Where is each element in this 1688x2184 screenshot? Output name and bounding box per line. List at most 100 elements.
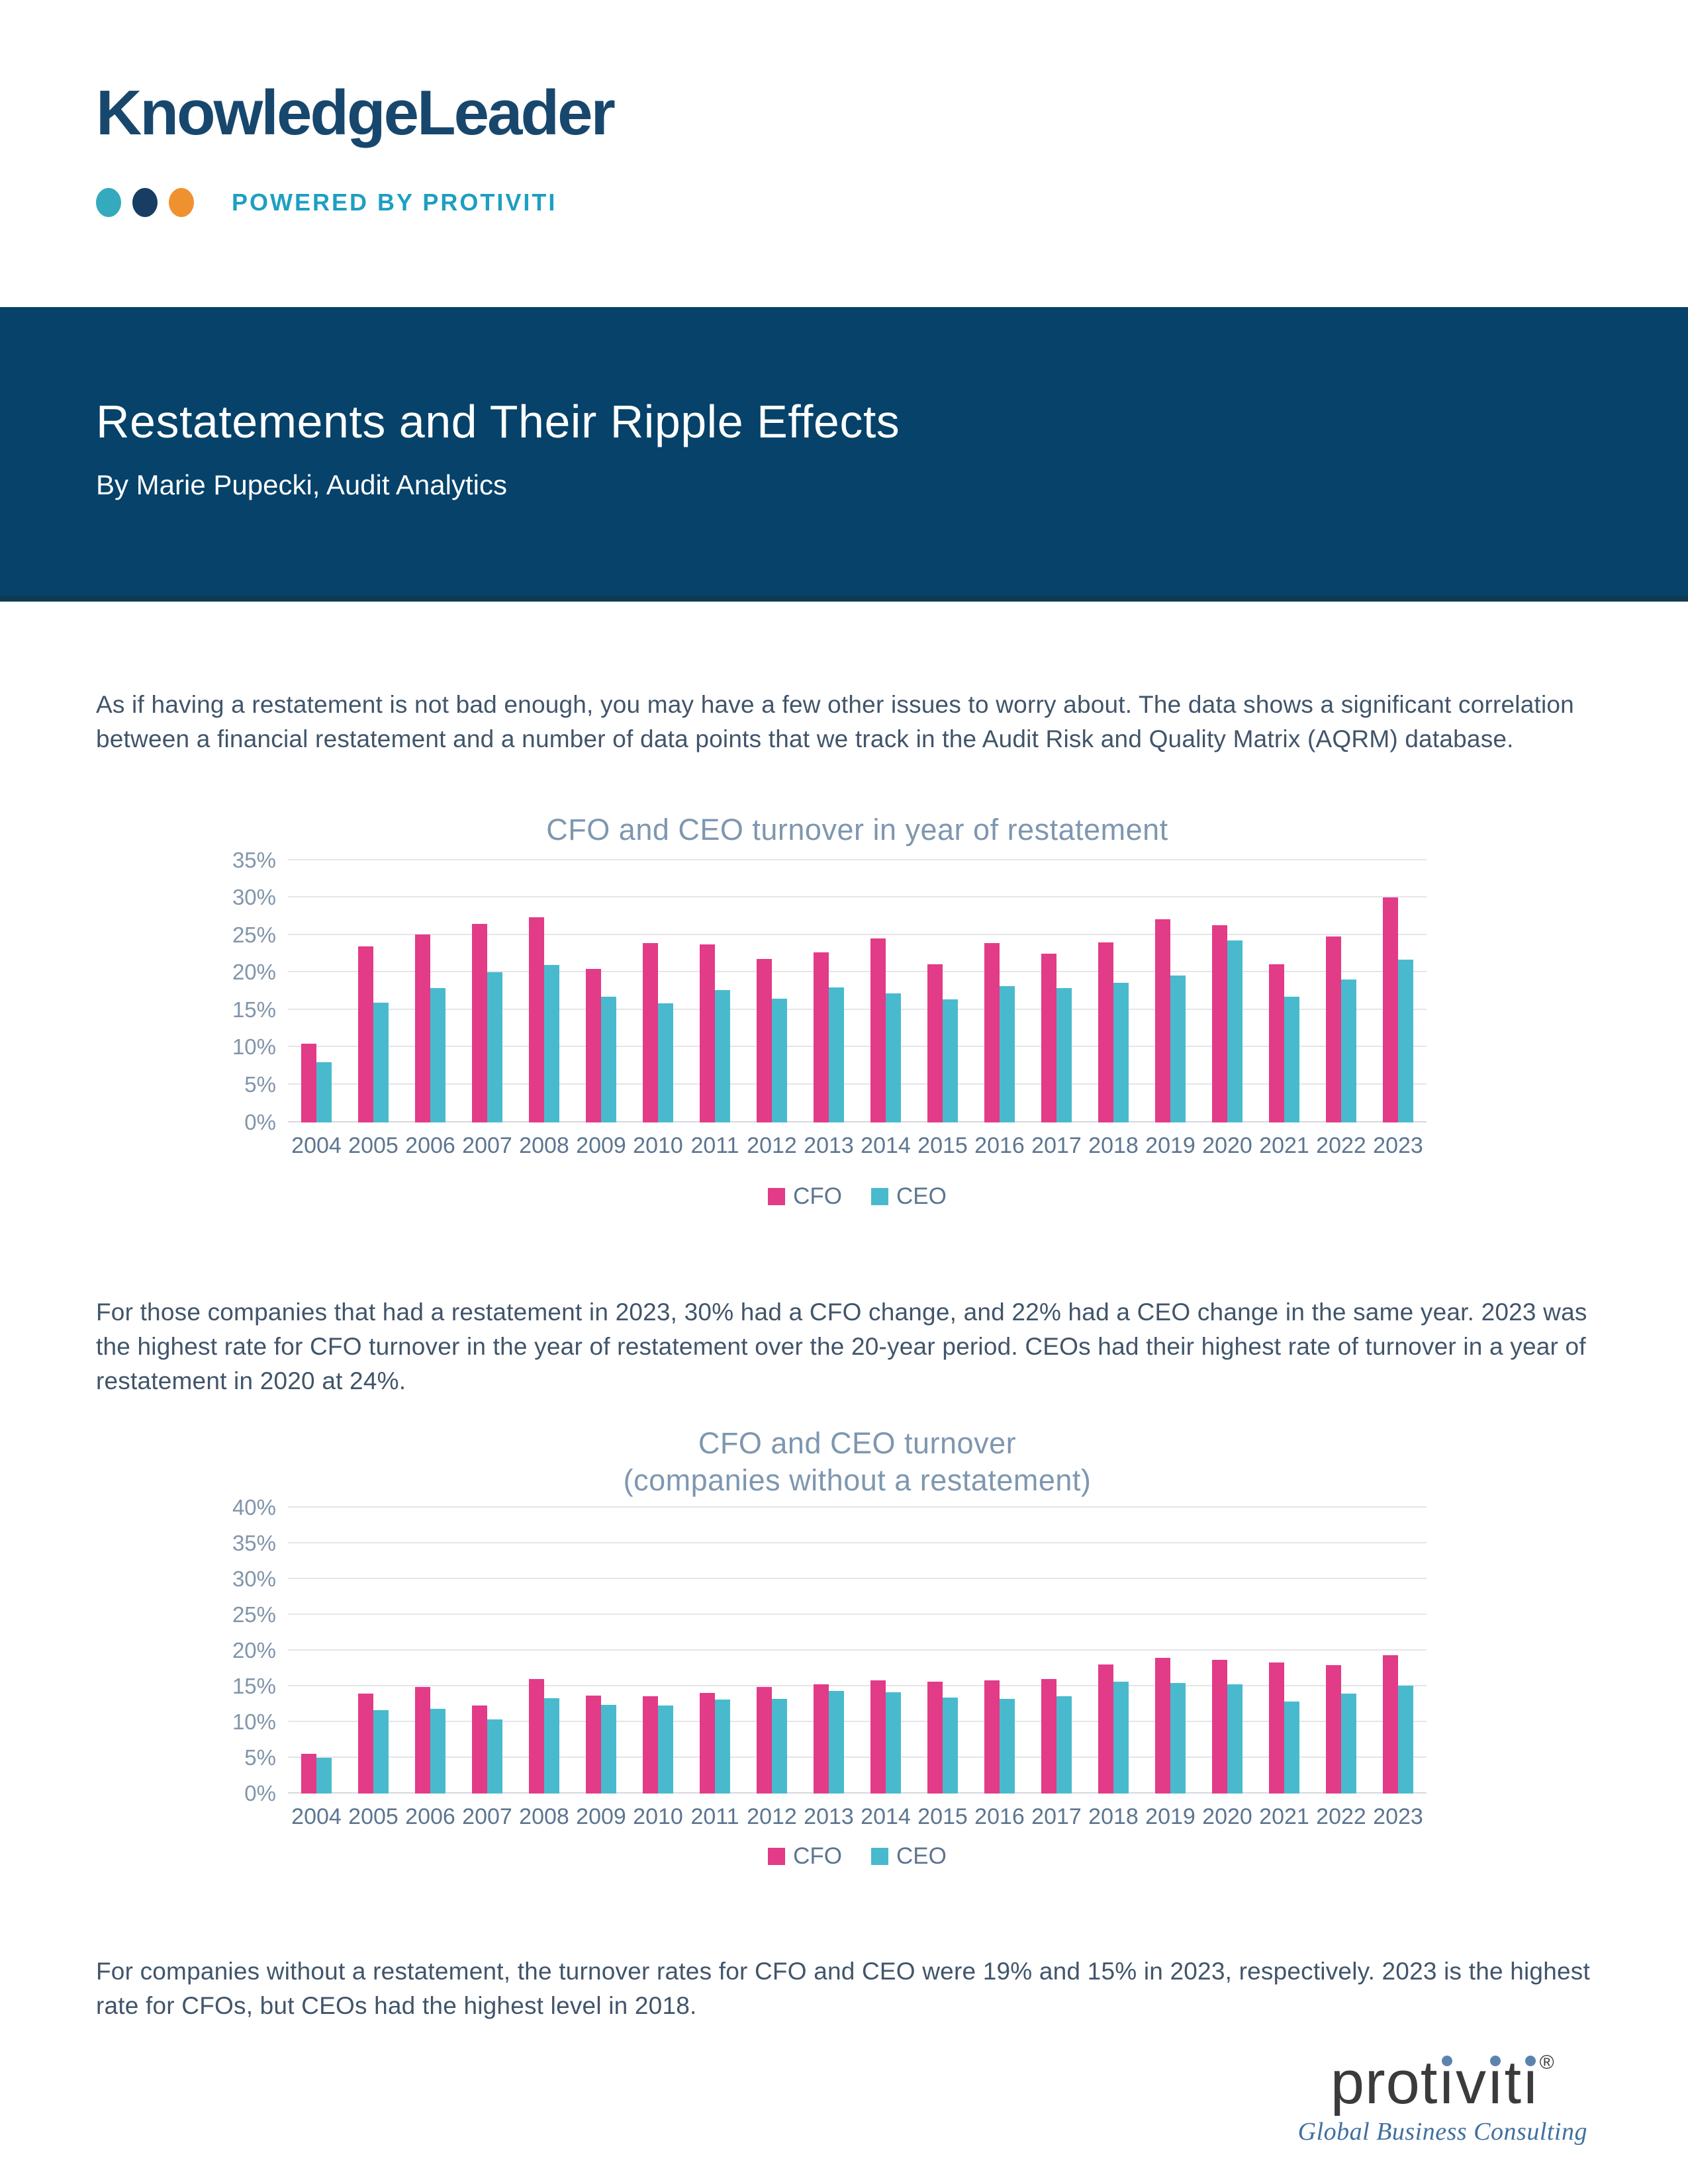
letter-i: ı [1522, 2050, 1540, 2115]
gridline [288, 1577, 1427, 1579]
x-tick-label: 2022 [1316, 1132, 1366, 1158]
x-tick-label: 2013 [804, 1132, 854, 1158]
x-tick-label: 2008 [519, 1132, 569, 1158]
bar-ceo-2010 [658, 1705, 673, 1794]
bar-ceo-2014 [886, 993, 901, 1122]
x-tick-label: 2005 [348, 1803, 399, 1829]
bar-pair [358, 1694, 389, 1794]
legend-label: CFO [793, 1843, 843, 1869]
bar-ceo-2005 [373, 1002, 389, 1122]
bar-cfo-2013 [814, 1684, 829, 1794]
bar-pair [870, 1680, 901, 1794]
bar-pair [1383, 1655, 1413, 1794]
bar-pair [415, 934, 445, 1122]
bar-pair [1098, 942, 1129, 1122]
bar-ceo-2009 [601, 996, 616, 1122]
chart-legend: CFO CEO [288, 1843, 1427, 1870]
bar-cfo-2011 [700, 944, 715, 1122]
footer-logo-row: protı vı tı ® Global Business Consulting [0, 2048, 1688, 2147]
title-banner: Restatements and Their Ripple Effects By… [0, 306, 1688, 602]
x-tick-label: 2015 [917, 1132, 968, 1158]
protiviti-wordmark: protı vı tı ® [1330, 2048, 1555, 2116]
x-tick-label: 2006 [405, 1803, 455, 1829]
chart-subtitle: (companies without a restatement) [623, 1463, 1092, 1497]
bar-pair [1041, 1678, 1072, 1794]
x-tick-label: 2004 [291, 1132, 342, 1158]
bar-pair [586, 1695, 616, 1794]
y-tick-label: 15% [232, 997, 276, 1022]
y-tick-label: 20% [232, 1637, 276, 1662]
bar-group: 2021 [1256, 1508, 1313, 1829]
bar-ceo-2013 [829, 1691, 844, 1794]
bar-pair [757, 1686, 787, 1794]
bar-ceo-2023 [1398, 1685, 1413, 1794]
bar-ceo-2007 [487, 1719, 502, 1794]
bar-pair [586, 968, 616, 1122]
article-byline: By Marie Pupecki, Audit Analytics [96, 469, 507, 500]
x-tick-label: 2014 [861, 1132, 911, 1158]
bar-ceo-2013 [829, 987, 844, 1122]
bar-pair [1041, 954, 1072, 1122]
page-header: KnowledgeLeader POWERED BY PROTIVITI [0, 0, 1688, 217]
x-tick-label: 2021 [1259, 1803, 1309, 1829]
legend-item: CEO [871, 1843, 947, 1870]
intro-paragraph: As if having a restatement is not bad en… [96, 690, 1574, 752]
article-title: Restatements and Their Ripple Effects [96, 395, 900, 447]
y-tick-label: 40% [232, 1494, 276, 1520]
x-tick-label: 2012 [747, 1132, 797, 1158]
bar-cfo-2023 [1383, 1655, 1398, 1794]
bar-ceo-2011 [715, 990, 730, 1122]
bar-cfo-2012 [757, 958, 772, 1122]
bar-cfo-2014 [870, 1680, 886, 1794]
bar-ceo-2012 [772, 998, 787, 1122]
analysis-paragraph: For those companies that had a restateme… [96, 1298, 1587, 1394]
gridline [288, 1792, 1427, 1794]
gridline [288, 1756, 1427, 1758]
bar-cfo-2017 [1041, 954, 1056, 1122]
y-tick-label: 35% [232, 847, 276, 872]
bar-pair [472, 923, 502, 1122]
bar-pair [757, 958, 787, 1122]
legend-swatch-ceo [871, 1187, 889, 1205]
bar-pair [1212, 1659, 1243, 1794]
bar-pair [927, 1682, 958, 1794]
x-tick-label: 2008 [519, 1803, 569, 1829]
bar-cfo-2011 [700, 1693, 715, 1794]
gridline [288, 1649, 1427, 1651]
bar-ceo-2017 [1056, 988, 1072, 1122]
bar-cfo-2012 [757, 1686, 772, 1794]
bar-cfo-2006 [415, 934, 430, 1122]
bar-cfo-2018 [1098, 1664, 1113, 1794]
bar-cfo-2016 [984, 943, 1000, 1122]
x-tick-label: 2023 [1373, 1803, 1423, 1829]
x-tick-label: 2012 [747, 1803, 797, 1829]
gridline [288, 933, 1427, 935]
blue-i-dot-icon [1490, 2055, 1501, 2066]
gridline [288, 1046, 1427, 1048]
bar-cfo-2022 [1326, 1665, 1341, 1794]
bar-pair [472, 1705, 502, 1794]
legend-swatch-cfo [768, 1847, 786, 1865]
bar-ceo-2007 [487, 972, 502, 1122]
x-tick-label: 2010 [633, 1803, 683, 1829]
bar-ceo-2016 [1000, 985, 1015, 1122]
conclusion-paragraph: For companies without a restatement, the… [96, 1957, 1590, 2019]
legend-item: CFO [768, 1183, 842, 1210]
bar-ceo-2018 [1113, 983, 1129, 1122]
bar-group: 2007 [459, 1508, 516, 1829]
bar-ceo-2004 [316, 1062, 332, 1122]
bar-ceo-2018 [1113, 1682, 1129, 1794]
bar-cfo-2013 [814, 952, 829, 1122]
x-tick-label: 2007 [462, 1803, 512, 1829]
bar-group: 2009 [573, 1508, 630, 1829]
bar-pair [1383, 897, 1413, 1122]
bar-ceo-2005 [373, 1710, 389, 1794]
bar-pair [814, 1684, 844, 1794]
logo-dots: POWERED BY PROTIVITI [96, 187, 1592, 217]
bar-cfo-2004 [301, 1754, 316, 1794]
bar-ceo-2011 [715, 1700, 730, 1794]
bar-ceo-2012 [772, 1699, 787, 1794]
bar-pair [927, 964, 958, 1122]
bar-group: 2017 [1028, 860, 1085, 1158]
